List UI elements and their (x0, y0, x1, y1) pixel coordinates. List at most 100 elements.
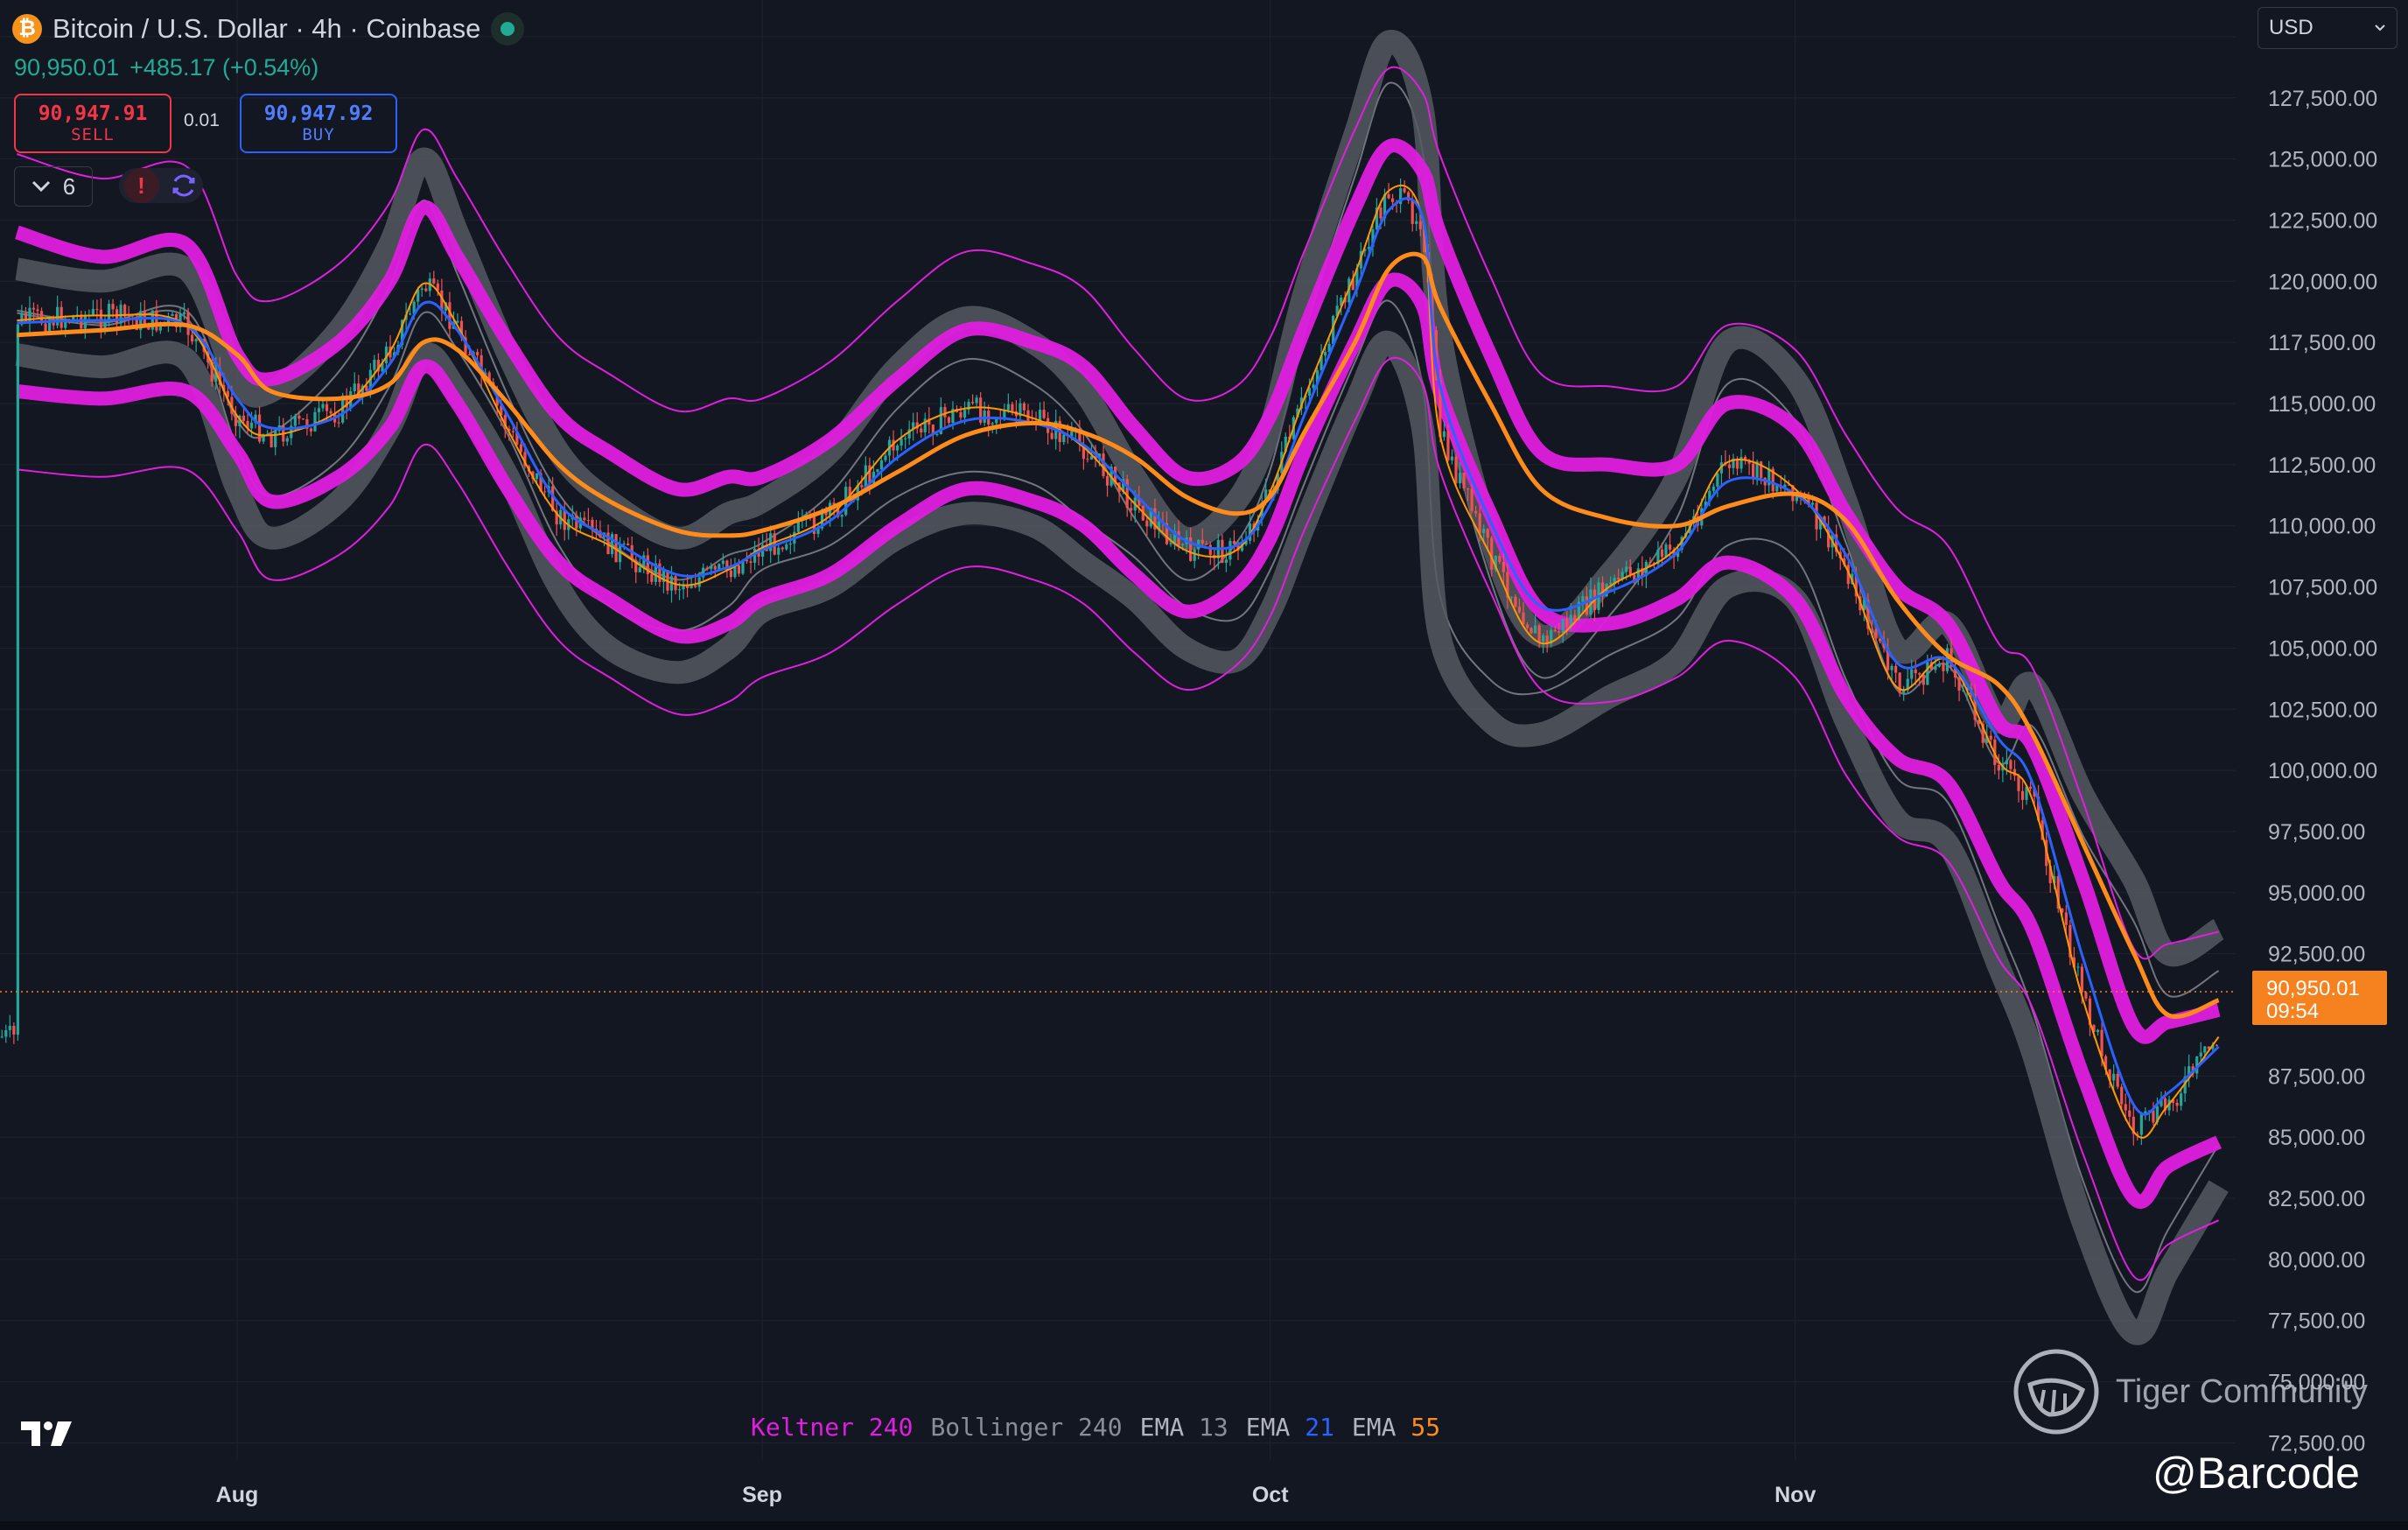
candle-body (586, 520, 590, 522)
axes: 130,000.00127,500.00125,000.00122,500.00… (216, 25, 2377, 1507)
candle-body (480, 354, 483, 376)
last-price: 90,950.01 (14, 54, 120, 81)
candle-body (2088, 998, 2092, 1026)
candle-body (721, 560, 724, 565)
candle-body (583, 517, 586, 521)
candle-body (2064, 912, 2068, 925)
legend-keltner[interactable]: Keltner 240 (751, 1413, 914, 1442)
legend-ema21[interactable]: EMA 21 (1245, 1413, 1334, 1442)
candle-body (270, 433, 273, 447)
buy-price: 90,947.92 (263, 102, 374, 125)
candle-body (2028, 786, 2033, 790)
candle-body (381, 363, 384, 372)
candle-body (1042, 410, 1046, 418)
candle-body (1537, 625, 1541, 642)
candle-body (1097, 453, 1102, 460)
y-tick-label: 82,500.00 (2268, 1187, 2365, 1211)
watermark-handle: @Barcode (2152, 1449, 2360, 1498)
symbol-title[interactable]: Bitcoin / U.S. Dollar · 4h · Coinbase (52, 13, 481, 44)
candle-body (2092, 1025, 2096, 1032)
candle-body (1747, 460, 1751, 464)
sell-button[interactable]: 90,947.91 SELL (14, 94, 172, 153)
candle-body (1006, 404, 1010, 411)
buy-button[interactable]: 90,947.92 BUY (240, 94, 397, 153)
candle-body (677, 589, 682, 591)
candle-body (912, 422, 915, 430)
candle-body (1981, 723, 1984, 743)
currency-select[interactable]: USD (2258, 7, 2398, 49)
candle-body (1620, 572, 1624, 579)
candle-body (900, 439, 903, 446)
candle-body (1224, 559, 1228, 564)
candle-body (1878, 638, 1882, 642)
candle-body (1768, 468, 1771, 486)
candle-body (210, 361, 214, 382)
candle-body (1382, 193, 1387, 219)
candle-body (1957, 677, 1961, 691)
candle-body (1145, 520, 1149, 527)
candle-body (729, 570, 733, 578)
candle-body (959, 411, 962, 418)
candle-body (1985, 735, 1989, 743)
candle-body (246, 420, 249, 429)
candle-body (1351, 278, 1354, 291)
indicator-legend: Keltner 240 Bollinger 240 EMA 13 EMA 21 … (751, 1413, 1440, 1442)
candle-body (702, 567, 705, 578)
candle-body (432, 278, 436, 284)
candle-body (1732, 458, 1735, 468)
candle-body (515, 432, 519, 445)
candle-body (2124, 1104, 2127, 1111)
candle-body (1200, 539, 1204, 544)
tradingview-logo[interactable] (19, 1418, 75, 1449)
candle-body (409, 313, 412, 315)
candle-body (1668, 544, 1672, 550)
candle-body (1870, 628, 1874, 630)
candle-body (1605, 584, 1608, 597)
refresh-icon[interactable] (169, 171, 199, 200)
candle-body (1003, 410, 1006, 418)
candle-body (923, 418, 927, 432)
candle-body (1735, 458, 1740, 469)
candle-body (928, 418, 931, 425)
candle-body (1628, 566, 1632, 575)
candle-body (1775, 485, 1779, 492)
candle-body (459, 320, 464, 338)
bollinger-bands (15, 30, 2229, 1345)
candle-body (1989, 735, 1992, 740)
legend-bollinger[interactable]: Bollinger 240 (930, 1413, 1123, 1442)
candle-body (1418, 221, 1422, 229)
candle-body (467, 354, 472, 355)
candle-body (931, 425, 934, 435)
y-tick-label: 122,500.00 (2268, 208, 2377, 233)
candle-body (91, 309, 95, 315)
candle-body (2053, 876, 2056, 883)
legend-ema13[interactable]: EMA 13 (1139, 1413, 1228, 1442)
last-price-tag-price: 90,950.01 (2266, 977, 2360, 1000)
candle-body (1589, 589, 1592, 615)
chart-grid (0, 0, 2236, 1460)
candle-body (1340, 297, 1343, 306)
indicators-toggle-button[interactable]: 6 (14, 166, 93, 207)
candle-body (103, 322, 107, 328)
candle-body (971, 402, 975, 404)
candle-body (1600, 582, 1605, 597)
warning-icon[interactable]: ! (123, 168, 159, 203)
candle-body (2012, 769, 2017, 776)
candle-body (301, 418, 304, 420)
legend-ema55[interactable]: EMA 55 (1351, 1413, 1441, 1442)
candle-body (1244, 540, 1248, 545)
candle-body (1498, 556, 1502, 562)
candle-body (1862, 600, 1866, 611)
candle-body (1648, 561, 1652, 564)
candle-body (752, 548, 757, 563)
candle-body (1458, 473, 1462, 484)
candle-body (72, 315, 75, 322)
candle-body (796, 520, 800, 532)
candle-body (1553, 629, 1557, 632)
y-tick-label: 107,500.00 (2268, 576, 2377, 600)
candle-body (202, 339, 206, 352)
candle-body (879, 460, 884, 470)
candle-body (705, 567, 709, 570)
candle-body (2147, 1110, 2152, 1112)
